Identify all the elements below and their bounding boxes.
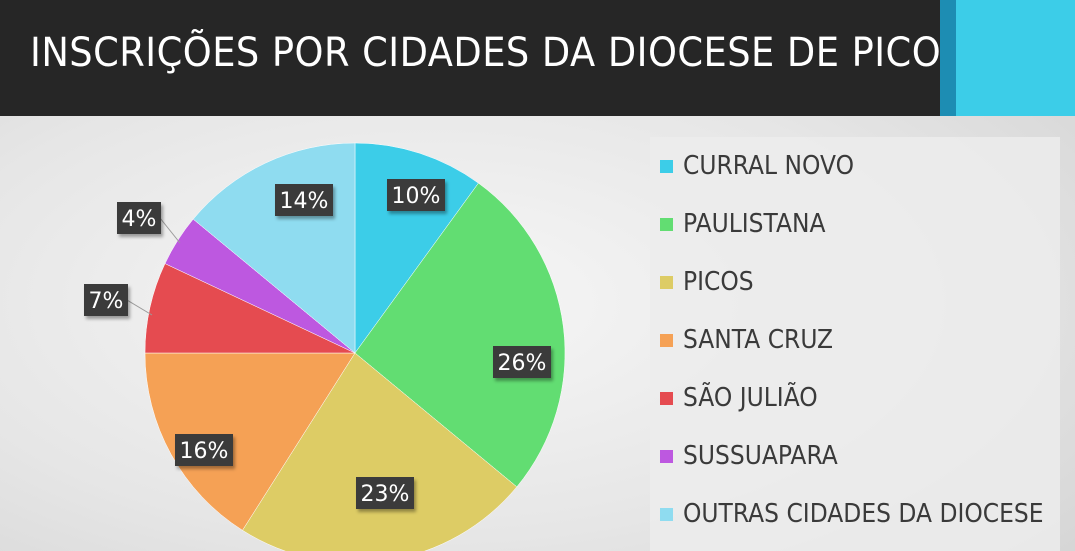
legend-swatch [660,391,673,405]
legend-swatch [660,217,673,231]
data-label-paulistana: 26% [493,346,551,378]
legend-label: SANTA CRUZ [683,325,834,355]
data-label-text: 7% [89,289,124,314]
data-label-box [275,184,333,216]
legend-item-santa-cruz: SANTA CRUZ [660,325,850,355]
legend-label: CURRAL NOVO [683,151,855,181]
legend-swatch [660,275,673,289]
pie-slice-paulistana [354,182,566,488]
leader-line-sussuapara [159,217,181,244]
data-label-santa-cruz: 16% [175,434,233,466]
legend-swatch [660,507,673,521]
legend-label: PICOS [683,267,754,297]
data-label-box [84,284,128,316]
data-label-picos: 23% [356,477,414,509]
data-label-text: 16% [180,439,229,464]
data-label-sussuapara: 4% [117,202,161,234]
pie-slice-picos [242,352,518,551]
accent-bar-dark [940,0,956,116]
legend-label: SUSSUAPARA [683,441,838,471]
legend-swatch [660,449,673,463]
data-label-box [493,346,551,378]
data-label-box [356,477,414,509]
accent-bar [956,0,1075,116]
legend-label: PAULISTANA [683,209,826,239]
data-label-box [387,179,445,211]
legend-swatch [660,159,673,173]
data-label-curral-novo: 10% [387,179,445,211]
data-label-box [175,434,233,466]
legend-item-paulistana: PAULISTANA [660,209,841,239]
leader-line-sao-juliao [126,299,153,316]
legend-label: OUTRAS CIDADES DA DIOCESE [683,499,1044,529]
legend-item-curral-novo: CURRAL NOVO [660,151,873,181]
data-label-text: 4% [122,207,157,232]
legend-swatch [660,333,673,347]
legend-item-sussuapara: SUSSUAPARA [660,441,855,471]
data-label-text: 14% [280,189,329,214]
legend-item-picos: PICOS [660,267,761,297]
data-label-sao-juliao: 7% [84,284,128,316]
data-label-text: 26% [498,351,547,376]
pie-slice-santa-cruz [144,352,356,531]
data-label-box [117,202,161,234]
pie-slice-curral-novo [354,142,479,354]
legend-item-sao-juliao: SÃO JULIÃO [660,383,833,413]
legend-item-outras-cidades-da-diocese: OUTRAS CIDADES DA DIOCESE [660,499,1075,529]
data-label-outras-cidades-da-diocese: 14% [275,184,333,216]
data-label-text: 23% [361,482,410,507]
data-label-text: 10% [392,184,441,209]
legend-label: SÃO JULIÃO [683,383,818,413]
title-bar: INSCRIÇÕES POR CIDADES DA DIOCESE DE PIC… [0,0,965,116]
chart-legend: CURRAL NOVO PAULISTANA PICOS SANTA CRUZ SÃO … [650,137,1060,551]
page-title: INSCRIÇÕES POR CIDADES DA DIOCESE DE PIC… [30,30,965,76]
